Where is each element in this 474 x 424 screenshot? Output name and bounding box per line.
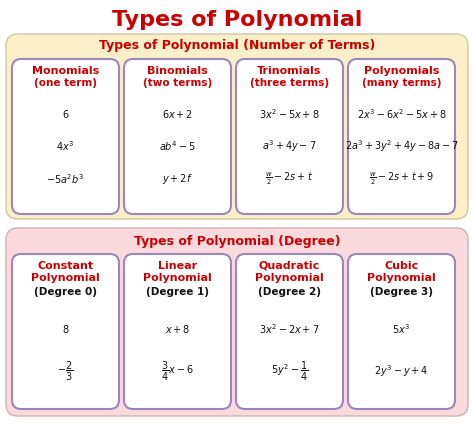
FancyBboxPatch shape (236, 254, 343, 409)
FancyBboxPatch shape (348, 59, 455, 214)
FancyBboxPatch shape (348, 254, 455, 409)
Text: $8$: $8$ (62, 323, 69, 335)
Text: Polynomial: Polynomial (367, 273, 436, 283)
Text: Polynomial: Polynomial (143, 273, 212, 283)
Text: $ab^4-5$: $ab^4-5$ (159, 139, 196, 153)
Text: Types of Polynomial (Number of Terms): Types of Polynomial (Number of Terms) (99, 39, 375, 53)
Text: $-\dfrac{2}{3}$: $-\dfrac{2}{3}$ (57, 360, 73, 382)
FancyBboxPatch shape (236, 59, 343, 214)
Text: Polynomials: Polynomials (364, 66, 439, 76)
Text: Linear: Linear (158, 261, 197, 271)
Text: (two terms): (two terms) (143, 78, 212, 88)
Text: (Degree 2): (Degree 2) (258, 287, 321, 297)
Text: (Degree 0): (Degree 0) (34, 287, 97, 297)
Text: (Degree 1): (Degree 1) (146, 287, 209, 297)
Text: Quadratic: Quadratic (259, 261, 320, 271)
Text: $a^3+4y-7$: $a^3+4y-7$ (262, 138, 317, 154)
Text: Monomials: Monomials (32, 66, 99, 76)
Text: Cubic: Cubic (384, 261, 419, 271)
Text: $\frac{w}{2}-2s+t$: $\frac{w}{2}-2s+t$ (265, 170, 314, 187)
Text: (three terms): (three terms) (250, 78, 329, 88)
Text: Trinomials: Trinomials (257, 66, 322, 76)
Text: $3x^2-2x+7$: $3x^2-2x+7$ (259, 322, 319, 336)
Text: Constant: Constant (37, 261, 93, 271)
Text: $6x+2$: $6x+2$ (162, 108, 193, 120)
FancyBboxPatch shape (124, 59, 231, 214)
Text: $5y^2-\dfrac{1}{4}$: $5y^2-\dfrac{1}{4}$ (271, 360, 308, 382)
Text: (one term): (one term) (34, 78, 97, 88)
Text: $6$: $6$ (62, 108, 69, 120)
Text: $5x^3$: $5x^3$ (392, 322, 410, 336)
Text: $x+8$: $x+8$ (165, 323, 190, 335)
Text: Types of Polynomial (Degree): Types of Polynomial (Degree) (134, 235, 340, 248)
FancyBboxPatch shape (12, 254, 119, 409)
Text: $2x^3-6x^2-5x+8$: $2x^3-6x^2-5x+8$ (357, 107, 447, 121)
Text: $-5a^2b^3$: $-5a^2b^3$ (46, 172, 84, 186)
Text: (many terms): (many terms) (362, 78, 441, 88)
Text: $\frac{w}{2}-2s+t+9$: $\frac{w}{2}-2s+t+9$ (369, 170, 434, 187)
Text: $3x^2-5x+8$: $3x^2-5x+8$ (259, 107, 320, 121)
Text: $2a^3+3y^2+4y-8a-7$: $2a^3+3y^2+4y-8a-7$ (345, 138, 458, 154)
FancyBboxPatch shape (6, 228, 468, 416)
Text: $4x^3$: $4x^3$ (56, 139, 74, 153)
Text: Polynomial: Polynomial (255, 273, 324, 283)
Text: $2y^3-y+4$: $2y^3-y+4$ (374, 363, 428, 379)
Text: Binomials: Binomials (147, 66, 208, 76)
Text: (Degree 3): (Degree 3) (370, 287, 433, 297)
Text: $y+2f$: $y+2f$ (162, 172, 193, 186)
Text: $\dfrac{3}{4}x-6$: $\dfrac{3}{4}x-6$ (161, 360, 194, 382)
FancyBboxPatch shape (6, 34, 468, 219)
Text: Polynomial: Polynomial (31, 273, 100, 283)
Text: Types of Polynomial: Types of Polynomial (112, 10, 362, 30)
FancyBboxPatch shape (12, 59, 119, 214)
FancyBboxPatch shape (124, 254, 231, 409)
